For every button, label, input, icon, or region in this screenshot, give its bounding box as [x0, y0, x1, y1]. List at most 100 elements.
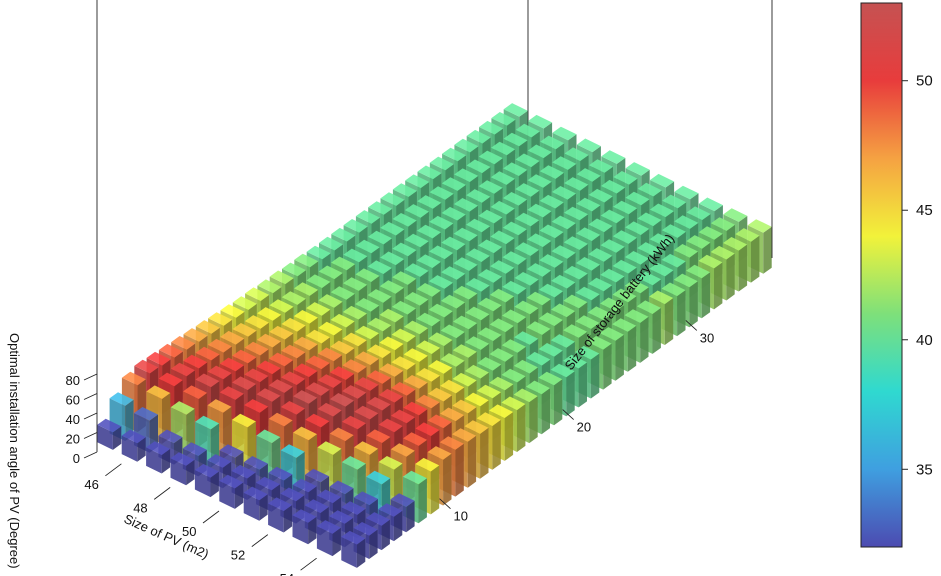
bar-face-top: [306, 274, 331, 288]
bar-face-top: [477, 327, 502, 341]
bar-face-top: [391, 382, 416, 396]
bar-face-top: [318, 294, 343, 308]
bar-face-top: [502, 309, 527, 324]
bar-face-top: [158, 343, 183, 358]
bar-face-front: [194, 470, 211, 498]
colorbar-tick-label: 50: [916, 73, 933, 90]
bar-face-top: [650, 173, 675, 188]
bar-face-top: [698, 197, 723, 212]
bar-face-front: [268, 503, 284, 533]
bar-face-top: [490, 230, 515, 245]
bar-face-top: [306, 245, 331, 260]
bar-face-top: [539, 194, 564, 209]
bar-face-top: [428, 275, 453, 289]
bar-face-front: [292, 515, 309, 545]
bar-face-top: [588, 248, 613, 262]
bar-face-top: [342, 332, 367, 347]
bar-face-top: [293, 363, 318, 377]
bar-face-top: [452, 344, 477, 358]
bar-face-top: [637, 212, 662, 227]
bar-face-top: [330, 366, 355, 380]
bar-face-top: [232, 349, 257, 364]
bar-face-top: [674, 185, 699, 200]
bar-face-top: [624, 309, 649, 323]
bar-face-top: [343, 219, 368, 233]
bar-face-top: [355, 325, 379, 340]
bar-face-top: [563, 324, 588, 338]
z-tick-label: 60: [66, 393, 80, 408]
bar-face-top: [539, 165, 564, 179]
bar-face-side: [443, 453, 452, 506]
bar-face-top: [563, 236, 588, 250]
bar-face-side: [701, 272, 711, 319]
bar-face-top: [355, 210, 380, 224]
bar-face-top: [453, 257, 478, 271]
bar-face-top: [464, 392, 489, 407]
bar-face-top: [454, 168, 479, 182]
bar-face-top: [366, 370, 391, 384]
bar-face-top: [158, 372, 183, 387]
bar-face-top: [366, 470, 391, 485]
bar-face-top: [513, 388, 538, 403]
bar-face-top: [379, 336, 404, 351]
bar-face-top: [601, 179, 626, 194]
bar-face-side: [714, 262, 723, 310]
bar-face-side: [566, 371, 575, 417]
bar-face-top: [269, 299, 294, 313]
x-tick-mark: [202, 510, 220, 524]
z-tick-label: 40: [66, 412, 80, 427]
bar-face-top: [281, 317, 306, 332]
bar: [194, 464, 219, 498]
bar-face-top: [478, 209, 503, 224]
bar-face-top: [441, 266, 466, 280]
y-tick-mark: [439, 498, 451, 510]
bar-face-top: [502, 221, 527, 236]
bar-face-top: [454, 138, 479, 153]
bar-face-top: [317, 374, 342, 388]
bar-face-top: [403, 401, 428, 416]
bar-face-top: [440, 324, 465, 339]
y-axis-ticks: 10 20 30: [439, 320, 714, 524]
bar-face-top: [243, 456, 268, 470]
bar-face-top: [440, 353, 465, 367]
bar-face-top: [244, 341, 269, 356]
bar-face-top: [588, 277, 613, 292]
z-tick-label: 0: [73, 451, 80, 466]
bar-face-side: [283, 505, 293, 533]
bar-face-top: [316, 520, 341, 534]
bar-face-side: [418, 478, 427, 524]
bar-face-top: [477, 357, 502, 371]
bar-face-top: [552, 186, 576, 200]
x-tick-label: 54: [280, 571, 294, 576]
bar-face-top: [367, 260, 392, 274]
bar-face-side: [627, 325, 637, 372]
bar-face-top: [589, 159, 613, 173]
bar-face-top: [453, 285, 478, 300]
bar-face-top: [527, 233, 552, 247]
z-tick-mark: [83, 393, 98, 400]
bar-face-top: [625, 191, 650, 206]
y-tick-label: 10: [454, 509, 468, 524]
y-tick-mark: [685, 320, 698, 331]
bar: [170, 452, 195, 486]
bar-face-top: [527, 144, 552, 159]
bar-face-top: [551, 245, 576, 259]
bar-face-top: [429, 215, 454, 230]
bar-face-top: [256, 360, 281, 375]
bar-face-top: [563, 294, 588, 309]
bar-face-top: [403, 375, 428, 389]
x-tick-mark: [105, 463, 122, 477]
bar-face-top: [329, 480, 354, 495]
bar-face-top: [245, 287, 270, 301]
bar-face-top: [502, 251, 527, 265]
bar-face-top: [489, 404, 514, 418]
bar-face-side: [430, 465, 440, 515]
bar-face-top: [429, 245, 454, 260]
bar-face-top: [538, 371, 563, 386]
bar-face-top: [134, 407, 158, 421]
bar-face-side: [590, 353, 600, 399]
bar-face-side: [369, 529, 378, 559]
bar-face-top: [244, 399, 269, 413]
bar-face-top: [195, 415, 220, 430]
colorbar-tick-label: 45: [916, 202, 933, 219]
